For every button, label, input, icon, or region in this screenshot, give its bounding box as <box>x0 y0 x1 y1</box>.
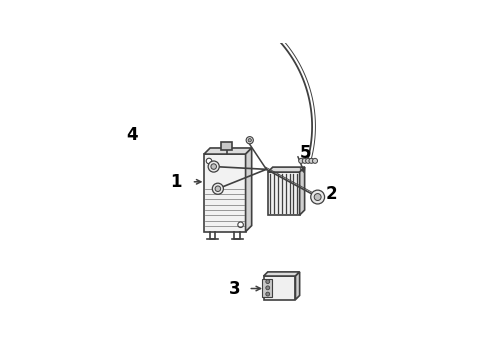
Text: 1: 1 <box>171 173 182 191</box>
Polygon shape <box>264 272 300 276</box>
Bar <box>221 142 232 150</box>
Polygon shape <box>300 167 305 215</box>
Circle shape <box>208 161 219 172</box>
Circle shape <box>51 132 64 144</box>
Circle shape <box>211 164 217 169</box>
Circle shape <box>215 186 221 192</box>
Text: 4: 4 <box>126 126 138 144</box>
Circle shape <box>313 158 318 163</box>
Circle shape <box>212 183 223 194</box>
Text: 5: 5 <box>300 144 312 162</box>
Bar <box>262 279 272 297</box>
Bar <box>264 276 295 300</box>
Polygon shape <box>268 167 305 172</box>
Circle shape <box>306 158 311 163</box>
Circle shape <box>311 190 324 204</box>
Polygon shape <box>245 148 252 232</box>
Circle shape <box>302 158 307 163</box>
Circle shape <box>266 286 270 290</box>
Circle shape <box>206 158 212 164</box>
Circle shape <box>266 280 270 284</box>
Bar <box>204 154 245 232</box>
Circle shape <box>54 135 61 141</box>
Circle shape <box>309 158 314 163</box>
Circle shape <box>314 194 321 201</box>
Text: 2: 2 <box>326 185 338 203</box>
Circle shape <box>248 139 251 142</box>
Text: 3: 3 <box>228 279 240 297</box>
Circle shape <box>238 222 244 228</box>
Circle shape <box>246 136 253 144</box>
Circle shape <box>299 158 304 163</box>
Polygon shape <box>295 272 300 300</box>
Polygon shape <box>204 148 252 154</box>
Circle shape <box>266 292 270 296</box>
Bar <box>268 172 300 215</box>
